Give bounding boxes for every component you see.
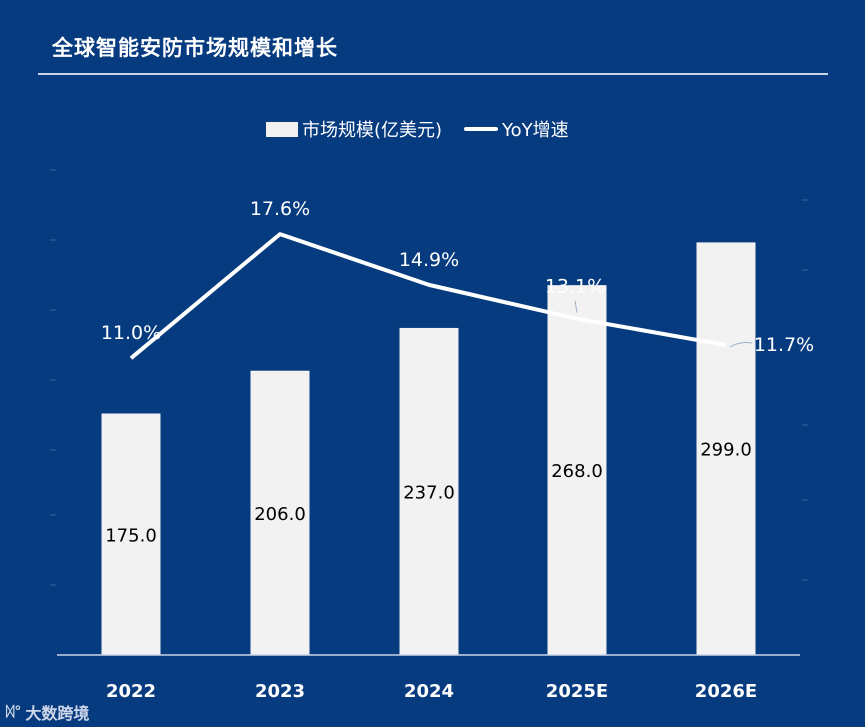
legend-line-label: YoY增速 <box>502 120 569 141</box>
bar <box>547 285 607 655</box>
yoy-value-label: 17.6% <box>250 198 310 220</box>
yoy-value-label: 14.9% <box>399 249 459 271</box>
x-tick-label: 2023 <box>255 681 305 702</box>
bar <box>696 242 756 655</box>
bar-value-label: 175.0 <box>105 525 157 546</box>
x-tick-label: 2025E <box>546 681 608 702</box>
yoy-leader-line <box>729 342 753 348</box>
bar <box>399 327 459 655</box>
chart-legend: 市场规模(亿美元) YoY增速 <box>266 116 591 142</box>
logo-icon: ᛞ° <box>6 704 22 720</box>
yoy-value-label: 11.7% <box>754 334 814 356</box>
yoy-leader-line <box>574 300 578 313</box>
watermark: ᛞ° 大数跨境 <box>6 700 89 724</box>
chart-title: 全球智能安防市场规模和增长 <box>52 36 338 60</box>
legend-bar-label: 市场规模(亿美元) <box>302 120 443 141</box>
watermark-text: 大数跨境 <box>25 704 90 723</box>
yoy-value-label: 13.1% <box>545 276 605 298</box>
x-tick-label: 2026E <box>695 681 757 702</box>
legend-bar-swatch <box>266 121 298 137</box>
legend-item-line: YoY增速 <box>464 116 569 142</box>
bar-value-label: 206.0 <box>254 504 306 525</box>
bar <box>101 413 161 655</box>
x-tick-label: 2022 <box>106 681 156 702</box>
legend-item-bar: 市场规模(亿美元) <box>266 116 442 142</box>
title-divider <box>38 73 828 75</box>
yoy-line <box>129 232 727 360</box>
legend-line-swatch <box>464 127 499 131</box>
yoy-value-label: 11.0% <box>101 322 161 344</box>
bar-value-label: 299.0 <box>700 440 752 461</box>
bar-value-label: 268.0 <box>551 461 603 482</box>
x-tick-label: 2024 <box>404 681 454 702</box>
bar <box>250 370 310 655</box>
bar-value-label: 237.0 <box>403 482 455 503</box>
